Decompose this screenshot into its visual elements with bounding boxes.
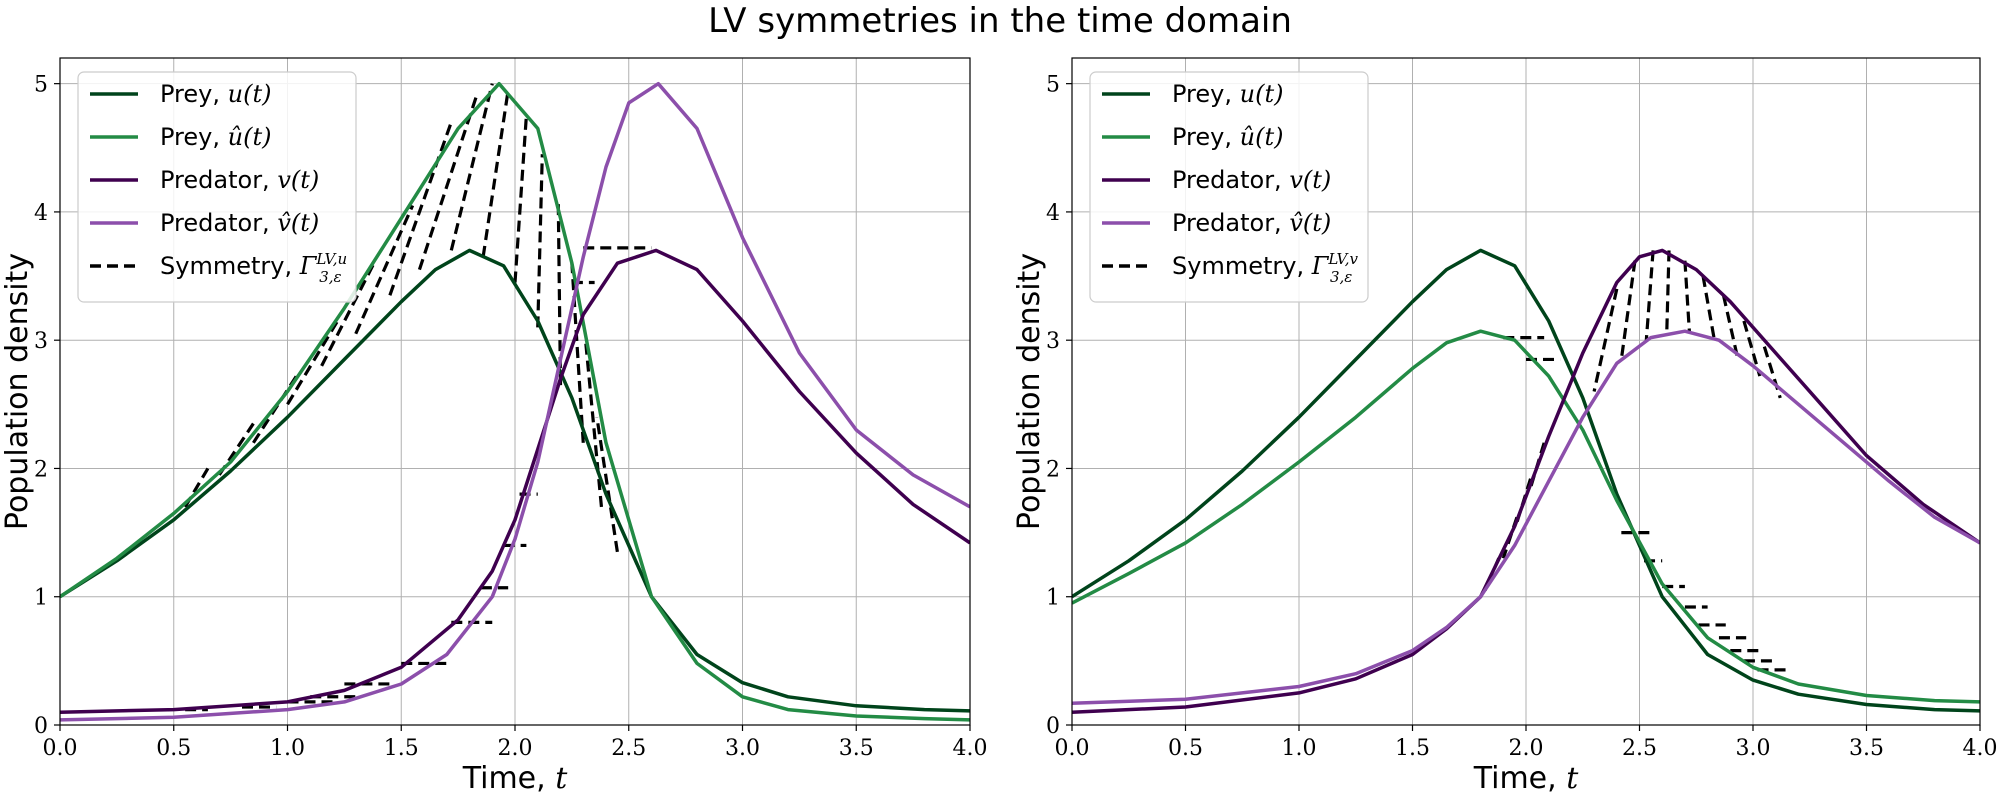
symmetry-segment: [417, 95, 478, 271]
symmetry-segment: [513, 115, 528, 283]
y-tick-label: 1: [1046, 586, 1060, 611]
x-axis-label: Time, t: [1473, 761, 1580, 796]
series-line-3: [1072, 248, 1980, 714]
x-tick-label: 1.5: [1395, 736, 1430, 761]
x-tick-label: 3.5: [839, 736, 874, 761]
symmetry-segment: [1742, 320, 1762, 377]
y-axis-label: Population density: [1012, 253, 1047, 530]
x-tick-label: 2.5: [611, 736, 646, 761]
y-tick-label: 5: [34, 73, 48, 98]
symmetry-segment: [320, 262, 376, 367]
legend-label: Symmetry, ΓLV,v 3,ε: [1172, 250, 1359, 286]
symmetry-segment: [583, 340, 604, 508]
symmetry-segment: [449, 83, 494, 251]
legend-label: Predator, v̂(t): [160, 209, 319, 237]
x-tick-label: 3.0: [725, 736, 760, 761]
x-tick-label: 4.0: [1963, 736, 1998, 761]
y-tick-label: 5: [1046, 73, 1060, 98]
legend-label: Prey, û(t): [160, 123, 271, 151]
legend-label: Predator, v̂(t): [1172, 209, 1331, 237]
series-line-4: [60, 81, 970, 722]
symmetry-segment: [1721, 294, 1739, 356]
symmetry-segment: [595, 416, 619, 553]
symmetry-segment: [354, 204, 415, 335]
legend-label: Symmetry, ΓLV,u 3,ε: [160, 250, 347, 286]
symmetry-segment: [1644, 250, 1655, 341]
y-tick-label: 1: [34, 586, 48, 611]
legend-label: Prey, û(t): [1172, 123, 1283, 151]
symmetry-segment: [1665, 250, 1671, 334]
x-tick-label: 2.0: [498, 736, 533, 761]
x-tick-label: 1.5: [384, 736, 419, 761]
y-tick-label: 4: [1046, 201, 1060, 226]
legend: Prey, u(t) Prey, û(t) Predator, v(t) Predat…: [1089, 71, 1369, 303]
x-tick-label: 1.0: [270, 736, 305, 761]
x-axis-label: Time, t: [462, 761, 569, 796]
chart-panel-2: 0.0 0.5 1.0 1.5 2.0 2.5 3.0 3.5 4.0 0 1 2 3 4 5 Time, t…: [1012, 57, 1998, 796]
legend-label: Predator, v(t): [1172, 166, 1331, 194]
x-tick-label: 2.0: [1509, 736, 1544, 761]
plots-container: 0.0 0.5 1.0 1.5 2.0 2.5 3.0 3.5 4.0 0 1 2 3 4 5 Time, t…: [0, 57, 1998, 796]
series-line-4: [1072, 329, 1980, 705]
figure-title: LV symmetries in the time domain: [708, 1, 1292, 41]
symmetry-segment: [536, 154, 544, 328]
x-tick-label: 0.0: [43, 736, 78, 761]
x-tick-label: 2.5: [1622, 736, 1657, 761]
chart-panel-1: 0.0 0.5 1.0 1.5 2.0 2.5 3.0 3.5 4.0 0 1 2 3 4 5 Time, t…: [0, 57, 988, 796]
x-tick-label: 0.5: [156, 736, 191, 761]
symmetry-segment: [1592, 288, 1619, 392]
y-tick-label: 3: [34, 329, 48, 354]
symmetry-segment: [1683, 260, 1692, 333]
x-tick-label: 1.0: [1282, 736, 1317, 761]
legend: Prey, u(t) Prey, û(t) Predator, v(t) Predat…: [77, 71, 357, 303]
y-tick-label: 0: [1046, 714, 1060, 739]
legend-label: Predator, v(t): [160, 166, 319, 194]
y-axis-label: Population density: [0, 253, 35, 530]
series-line-1: [1072, 248, 1980, 713]
series-line-2: [1072, 329, 1980, 704]
y-tick-label: 2: [34, 457, 48, 482]
legend-label: Prey, u(t): [1172, 80, 1283, 108]
y-tick-label: 0: [34, 714, 48, 739]
legend-label: Prey, u(t): [160, 80, 271, 108]
series-line-3: [60, 248, 970, 714]
symmetry-segment: [1701, 275, 1716, 341]
x-tick-label: 3.5: [1849, 736, 1884, 761]
legend-box: [77, 71, 357, 303]
symmetry-segment: [570, 263, 585, 443]
x-tick-label: 0.0: [1055, 736, 1090, 761]
x-tick-label: 4.0: [953, 736, 988, 761]
y-tick-label: 4: [34, 201, 48, 226]
symmetry-segment: [388, 121, 453, 296]
series-line-1: [60, 248, 970, 713]
symmetry-segment: [556, 199, 563, 386]
legend-box: [1089, 71, 1369, 303]
y-tick-label: 3: [1046, 329, 1060, 354]
series-line-2: [60, 81, 970, 722]
symmetry-segment: [1762, 346, 1782, 399]
x-tick-label: 3.0: [1736, 736, 1771, 761]
y-tick-label: 2: [1046, 457, 1060, 482]
symmetry-segment: [481, 89, 510, 258]
x-tick-label: 0.5: [1168, 736, 1203, 761]
